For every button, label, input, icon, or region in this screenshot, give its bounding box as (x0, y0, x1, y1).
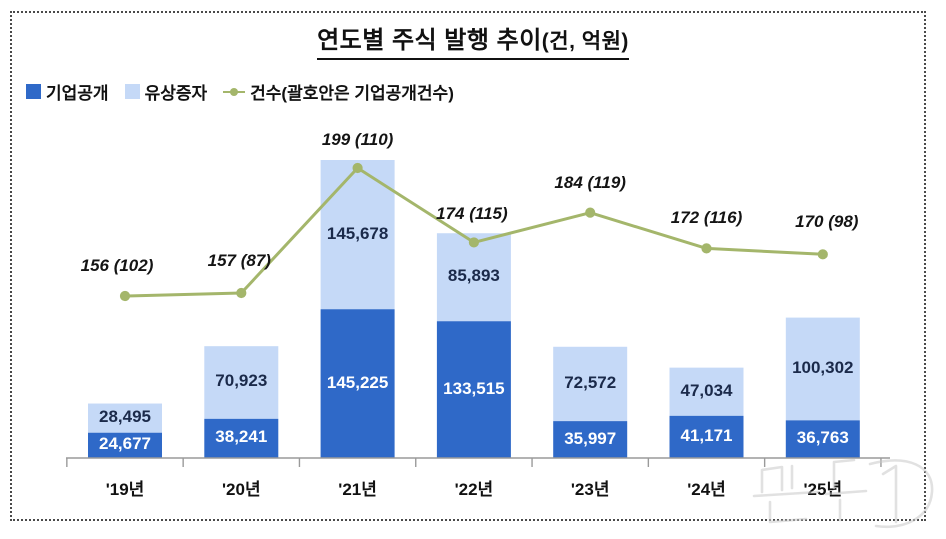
legend-item-rights-offering: 유상증자 (124, 79, 208, 104)
x-axis-label: '20년 (222, 480, 261, 499)
count-line-marker (817, 249, 828, 260)
count-value-label: 174 (115) (436, 204, 508, 224)
count-line-marker (352, 162, 363, 174)
legend-line-marker-icon (223, 85, 246, 99)
bar-segment-rights-offering (553, 346, 628, 422)
count-line-marker (236, 287, 247, 299)
bar-segment-ipo (785, 420, 860, 458)
bar-segment-ipo (436, 321, 511, 458)
x-axis-label: '24년 (687, 480, 726, 499)
bar-value-label-ipo: 133,515 (443, 378, 505, 398)
bar-value-label-rights-offering: 47,034 (680, 380, 733, 400)
x-axis-label: '19년 (105, 480, 145, 499)
page-title: 연도별 주식 발행 추이(건, 억원) (317, 20, 629, 60)
bar-segment-rights-offering (669, 367, 744, 416)
x-axis-label: '25년 (803, 480, 843, 499)
bar-segment-ipo (669, 415, 744, 458)
bar-value-label-ipo: 145,225 (326, 372, 389, 392)
count-value-label: 199 (110) (321, 130, 394, 149)
count-value-label: 156 (102) (80, 256, 154, 275)
bar-segment-rights-offering (204, 346, 279, 419)
bar-value-label-rights-offering: 72,572 (564, 372, 617, 392)
bar-segment-ipo (553, 421, 628, 458)
count-line-marker (701, 243, 712, 254)
x-axis-label: '22년 (454, 480, 494, 499)
chart-legend: 기업공개 유상증자 건수(괄호안은 기업공개건수) (26, 79, 454, 104)
bar-value-label-ipo: 38,241 (215, 427, 268, 447)
bar-segment-ipo (320, 309, 395, 458)
legend-item-count: 건수(괄호안은 기업공개건수) (223, 79, 454, 104)
bar-value-label-ipo: 36,763 (796, 428, 849, 448)
legend-item-ipo: 기업공개 (26, 79, 109, 104)
legend-label-ipo: 기업공개 (46, 84, 109, 103)
bar-segment-ipo (88, 432, 162, 458)
count-line-marker (119, 290, 131, 302)
bar-value-label-rights-offering: 85,893 (447, 266, 500, 286)
bar-segment-rights-offering (88, 403, 162, 433)
count-line-group (119, 162, 828, 302)
legend-swatch-rights-offering (124, 84, 140, 99)
bar-segment-ipo (204, 418, 279, 458)
chart-title-container: 연도별 주식 발행 추이(건, 억원) (0, 20, 946, 60)
legend-label-rights-offering: 유상증자 (144, 84, 208, 103)
bar-value-label-ipo: 41,171 (680, 425, 733, 445)
bar-segment-rights-offering (785, 317, 860, 421)
count-line-marker (468, 237, 479, 248)
legend-label-count: 건수(괄호안은 기업공개건수) (250, 84, 454, 103)
bar-value-label-ipo: 24,677 (99, 434, 151, 454)
count-line-marker (585, 207, 596, 218)
legend-swatch-ipo (26, 84, 41, 99)
count-value-label: 170 (98) (795, 212, 859, 232)
bar-value-label-rights-offering: 70,923 (215, 371, 268, 391)
bar-value-label-ipo: 35,997 (564, 428, 617, 448)
chart-title-main: 연도별 주식 발행 추이 (317, 27, 542, 54)
chart-title-unit: (건, 억원) (541, 30, 629, 53)
count-value-label: 157 (87) (207, 251, 271, 271)
count-value-label: 172 (116) (670, 208, 743, 228)
bar-value-label-rights-offering: 145,678 (326, 223, 389, 243)
bars-group (88, 160, 860, 458)
x-axis-label: '21년 (338, 480, 377, 499)
bar-value-label-rights-offering: 28,495 (99, 407, 151, 427)
bar-value-label-rights-offering: 100,302 (792, 357, 854, 377)
count-value-label: 184 (119) (554, 172, 626, 192)
bar-segment-rights-offering (436, 233, 511, 322)
x-axis-label: '23년 (570, 480, 610, 499)
